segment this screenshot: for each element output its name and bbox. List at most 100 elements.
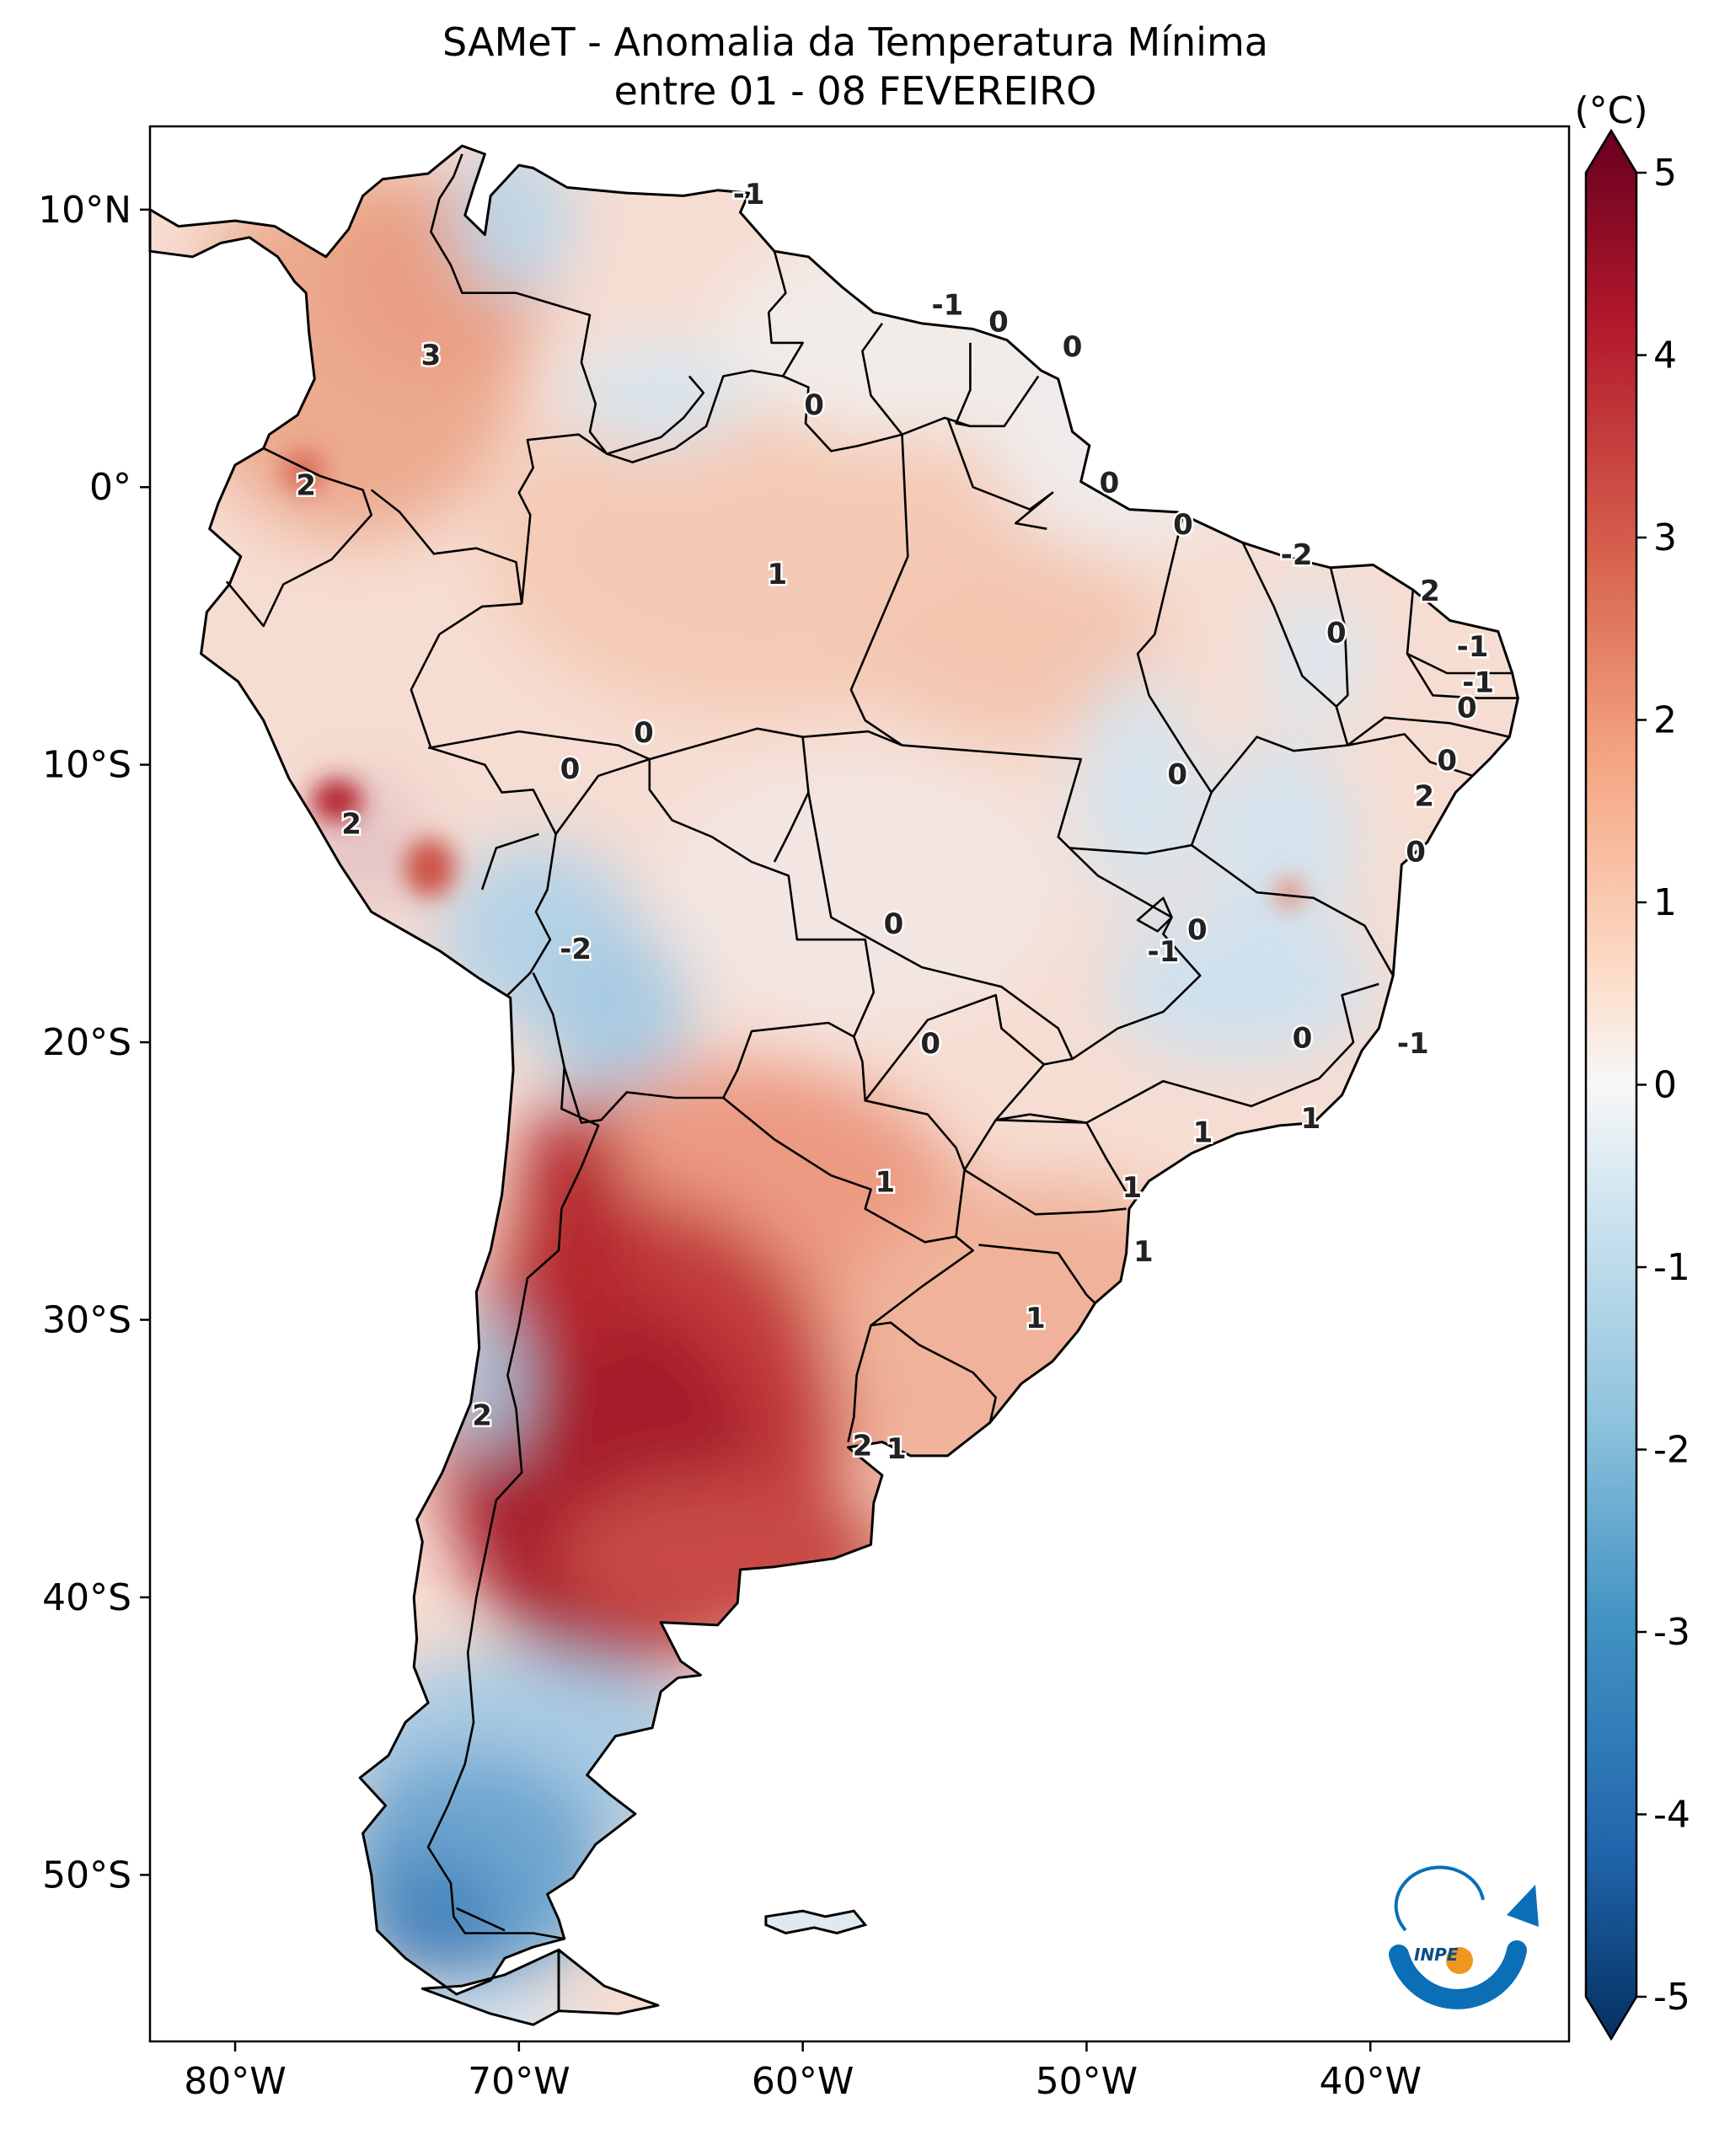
contour-label: 2 bbox=[1420, 575, 1440, 608]
border-line bbox=[861, 323, 972, 436]
border-line bbox=[946, 417, 1054, 530]
colorbar-tick-label: 4 bbox=[1653, 334, 1677, 377]
border-line bbox=[1329, 567, 1349, 708]
contour-label: 2 bbox=[296, 469, 316, 503]
lon-tick-label: 70°W bbox=[468, 2060, 570, 2103]
contour-label: 1 bbox=[1122, 1171, 1142, 1205]
border-line bbox=[902, 744, 1082, 849]
lat-tick-label: 20°S bbox=[42, 1021, 131, 1064]
border-line bbox=[456, 1907, 506, 1932]
contour-label: 3 bbox=[421, 339, 442, 372]
contour-label: 0 bbox=[804, 388, 824, 422]
border-line bbox=[963, 1169, 1127, 1216]
lat-tick-label: 0° bbox=[89, 466, 131, 509]
lon-tick-label: 40°W bbox=[1319, 2060, 1422, 2103]
border-line bbox=[1191, 844, 1395, 976]
contour-label: 0 bbox=[1173, 508, 1193, 542]
lat-tick-label: 10°N bbox=[38, 189, 131, 232]
contour-label: 0 bbox=[634, 716, 654, 750]
inpe-logo: INPE bbox=[1389, 1865, 1539, 2009]
border-line bbox=[1406, 589, 1513, 675]
colorbar-tick-label: 3 bbox=[1653, 516, 1677, 559]
border-line bbox=[1069, 514, 1213, 855]
border-line bbox=[978, 1244, 1096, 1304]
contour-label: -1 bbox=[1457, 630, 1489, 664]
contour-label: 2 bbox=[472, 1399, 492, 1432]
border-line bbox=[430, 153, 608, 455]
lat-tick-label: 40°S bbox=[42, 1576, 131, 1619]
contour-label: 2 bbox=[341, 808, 362, 842]
contour-label: 0 bbox=[1100, 467, 1120, 500]
contour-label: 1 bbox=[1301, 1102, 1321, 1136]
contour-label: 1 bbox=[1026, 1302, 1046, 1335]
contour-label: 2 bbox=[1414, 780, 1434, 814]
border-line bbox=[995, 982, 1379, 1124]
colorbar-tick-label: -1 bbox=[1653, 1246, 1690, 1289]
logo-swoosh bbox=[1389, 1940, 1527, 2009]
contour-label: 1 bbox=[1133, 1235, 1154, 1269]
border-line bbox=[225, 447, 372, 628]
border-line bbox=[1241, 542, 1349, 746]
colorbar-unit-label: (°C) bbox=[1574, 89, 1647, 132]
border-line bbox=[1406, 653, 1518, 699]
contour-label: 0 bbox=[1457, 691, 1477, 725]
border-line bbox=[427, 730, 651, 761]
colorbar-tick-label: -5 bbox=[1653, 1976, 1690, 2019]
map-title: SAMeT - Anomalia da Temperatura Mínima bbox=[442, 19, 1268, 65]
border-line bbox=[995, 1113, 1127, 1193]
contour-label: 1 bbox=[1193, 1115, 1213, 1149]
coastline bbox=[148, 144, 1519, 2026]
border-line bbox=[970, 375, 1040, 428]
contour-label: 0 bbox=[988, 305, 1009, 339]
longitude-axis: 80°W 70°W 60°W 50°W 40°W bbox=[184, 2041, 1422, 2103]
colorbar: (°C) 5 4 3 2 1 0 -1 -2 -3 -4 -5 bbox=[1574, 89, 1690, 2041]
lon-tick-label: 60°W bbox=[752, 2060, 854, 2103]
contour-label: -1 bbox=[932, 289, 964, 323]
border-line bbox=[1043, 847, 1202, 1066]
border-line bbox=[802, 730, 902, 746]
border-line bbox=[517, 433, 608, 604]
contour-label: 0 bbox=[1326, 616, 1347, 650]
border-line bbox=[605, 369, 784, 463]
colorbar-tick-label: 0 bbox=[1653, 1064, 1677, 1107]
contour-label: 0 bbox=[560, 752, 581, 786]
contour-label: 0 bbox=[1406, 836, 1426, 869]
border-line bbox=[1347, 716, 1510, 746]
map-frame bbox=[148, 125, 1571, 2043]
border-line bbox=[849, 434, 909, 746]
contour-label: 1 bbox=[767, 558, 787, 591]
logo-arrow bbox=[1507, 1885, 1539, 1927]
border-line bbox=[480, 832, 539, 891]
contour-label: 0 bbox=[920, 1027, 940, 1061]
contour-label: 1 bbox=[875, 1166, 895, 1200]
map-subtitle: entre 01 - 08 FEVEREIRO bbox=[613, 68, 1097, 114]
latitude-axis: 10°N 0° 10°S 20°S 30°S 40°S 50°S bbox=[38, 189, 150, 1897]
border-line bbox=[426, 1067, 600, 1940]
falkland-islands bbox=[764, 1909, 868, 1935]
contour-label: 0 bbox=[1437, 744, 1457, 778]
logo-sun bbox=[1446, 1947, 1473, 1974]
contour-label: -2 bbox=[560, 933, 592, 966]
colorbar-tick-label: -3 bbox=[1653, 1611, 1690, 1654]
lon-tick-label: 50°W bbox=[1036, 2060, 1138, 2103]
contour-label: 2 bbox=[853, 1430, 873, 1463]
contour-label: -1 bbox=[1462, 666, 1494, 700]
contour-label: 0 bbox=[1187, 913, 1208, 947]
border-line bbox=[870, 1235, 997, 1423]
border-line bbox=[1136, 896, 1173, 933]
colorbar-tick-label: 5 bbox=[1653, 152, 1677, 195]
contour-label: 0 bbox=[884, 907, 904, 941]
contour-label: 0 bbox=[1063, 330, 1083, 364]
border-line bbox=[649, 727, 810, 863]
border-line bbox=[847, 1324, 872, 1442]
lon-tick-label: 80°W bbox=[184, 2060, 287, 2103]
border-line bbox=[807, 792, 1074, 1060]
contour-label: 0 bbox=[1293, 1021, 1313, 1055]
country-state-borders bbox=[225, 153, 1518, 1940]
svg-text:INPE: INPE bbox=[1414, 1945, 1459, 1965]
colorbar-tick-label: 1 bbox=[1653, 881, 1677, 924]
contour-label: -1 bbox=[1397, 1027, 1429, 1061]
lat-tick-label: 30°S bbox=[42, 1299, 131, 1342]
